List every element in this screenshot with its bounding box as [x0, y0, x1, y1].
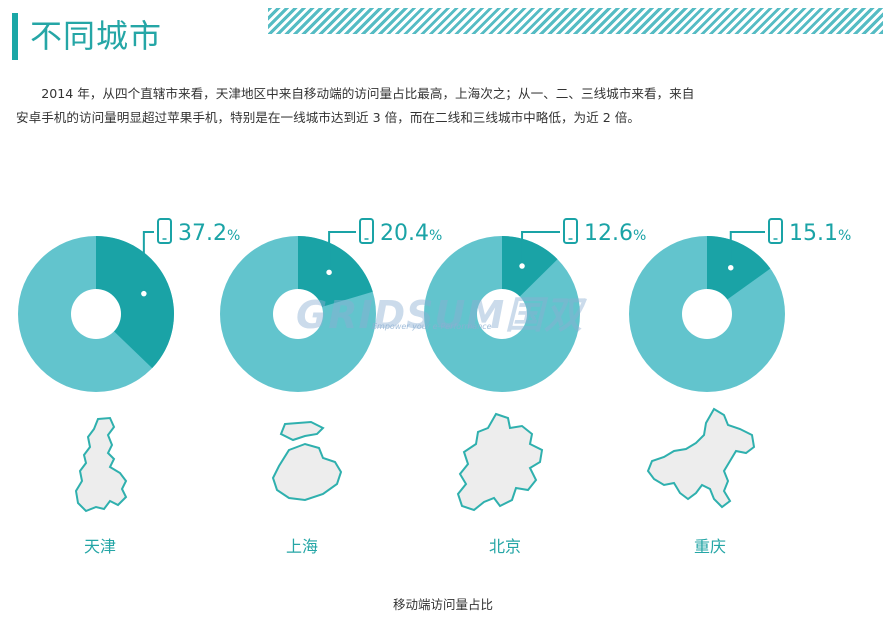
- leader-dot: [517, 261, 527, 271]
- data-label-chongqing: 15.1%: [789, 221, 851, 246]
- leader-line: [328, 231, 356, 273]
- leader-line: [142, 231, 154, 294]
- chart-caption: 移动端访问量占比: [392, 597, 493, 612]
- page-title: 不同城市: [30, 17, 163, 55]
- data-label-shanghai: 20.4%: [380, 221, 442, 246]
- donut-hole: [682, 289, 732, 339]
- leader-dot: [139, 289, 149, 298]
- tianjin-map-icon: [74, 416, 128, 513]
- chongqing-map-icon: [646, 407, 756, 509]
- donut-mobile-slice: [707, 236, 771, 314]
- phone-icon: [563, 218, 578, 244]
- donut-hole: [273, 289, 323, 339]
- leader-line: [729, 231, 765, 268]
- donut-hole: [71, 289, 121, 339]
- donut-tianjin: 37.2%: [18, 218, 240, 392]
- donut-charts: 37.2% 20.4% 12.6% 15.1%: [18, 218, 851, 392]
- city-label-beijing: 北京: [489, 537, 522, 556]
- watermark-logo: GRIDSUM国双: [296, 293, 584, 337]
- donut-shanghai: 20.4%: [220, 218, 442, 392]
- city-label-tianjin: 天津: [84, 537, 117, 556]
- phone-icon: [768, 218, 783, 244]
- donut-mobile-slice: [96, 236, 174, 369]
- donut-chongqing: 15.1%: [629, 218, 851, 392]
- beijing-map-icon: [456, 412, 544, 512]
- donut-hole: [477, 289, 527, 339]
- shanghai-map-icon: [271, 420, 343, 502]
- city-label-chongqing: 重庆: [694, 537, 727, 556]
- data-label-tianjin: 37.2%: [178, 221, 240, 246]
- leader-dot: [324, 268, 334, 277]
- intro-paragraph: 2014 年，从四个直辖市来看，天津地区中来自移动端的访问量占比最高，上海次之；…: [16, 86, 695, 125]
- city-label-shanghai: 上海: [286, 537, 319, 556]
- leader-dot: [726, 263, 736, 272]
- leader-line: [521, 231, 560, 267]
- phone-icon: [157, 218, 172, 244]
- title-accent-bar: [12, 13, 18, 60]
- data-label-beijing: 12.6%: [584, 221, 646, 246]
- watermark-tagline: Empower your e-Performance: [372, 322, 492, 331]
- donut-beijing: 12.6%: [424, 218, 646, 392]
- decorative-stripes: [268, 8, 883, 34]
- donut-mobile-slice: [298, 236, 373, 314]
- phone-icon: [359, 218, 374, 244]
